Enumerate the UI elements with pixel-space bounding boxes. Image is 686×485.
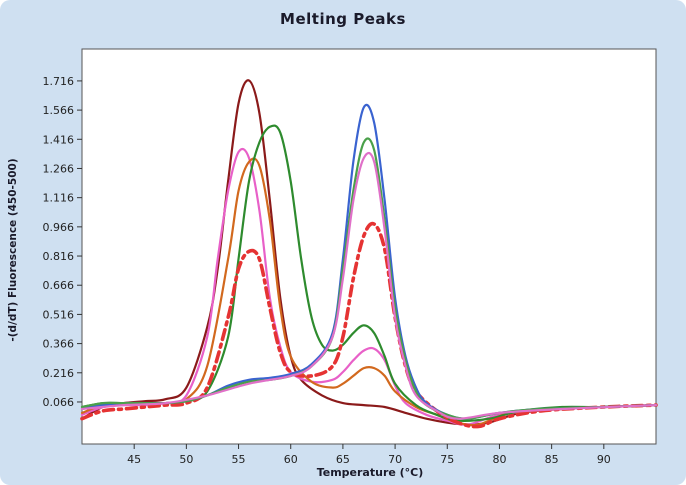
y-tick-label: 1.716 bbox=[43, 75, 75, 88]
y-tick-label: 0.516 bbox=[43, 308, 75, 321]
x-tick-label: 90 bbox=[597, 453, 611, 466]
y-tick-label: 1.566 bbox=[43, 104, 75, 117]
y-tick-label: 0.816 bbox=[43, 250, 75, 263]
series-layer bbox=[80, 79, 658, 429]
x-axis-label: Temperature (°C) bbox=[316, 466, 424, 479]
x-tick-label: 70 bbox=[388, 453, 402, 466]
series-line-5 bbox=[80, 221, 658, 429]
y-tick-label: 0.066 bbox=[43, 396, 75, 409]
y-tick-label: 1.416 bbox=[43, 133, 75, 146]
series-line-2 bbox=[80, 147, 658, 426]
x-tick-layer: 45 50 55 60 65 70 75 80 85 90 bbox=[127, 444, 611, 466]
chart-title: Melting Peaks bbox=[280, 10, 406, 28]
x-tick-label: 60 bbox=[284, 453, 298, 466]
x-tick-label: 75 bbox=[440, 453, 454, 466]
x-tick-label: 50 bbox=[179, 453, 193, 466]
x-tick-label: 45 bbox=[127, 453, 141, 466]
x-tick-label: 80 bbox=[492, 453, 506, 466]
y-tick-label: 0.216 bbox=[43, 367, 75, 380]
y-tick-label: 0.366 bbox=[43, 338, 75, 351]
x-tick-label: 85 bbox=[545, 453, 559, 466]
y-tick-label: 0.666 bbox=[43, 279, 75, 292]
y-tick-label: 1.116 bbox=[43, 192, 75, 205]
x-tick-label: 55 bbox=[232, 453, 246, 466]
plot-area bbox=[81, 48, 657, 445]
x-tick-label: 65 bbox=[336, 453, 350, 466]
y-tick-label: 0.966 bbox=[43, 221, 75, 234]
series-line-8 bbox=[80, 151, 658, 420]
y-tick-layer: 0.066 0.216 0.366 0.516 0.666 0.816 0.966 1.116… bbox=[43, 75, 82, 409]
y-tick-label: 1.266 bbox=[43, 162, 75, 175]
